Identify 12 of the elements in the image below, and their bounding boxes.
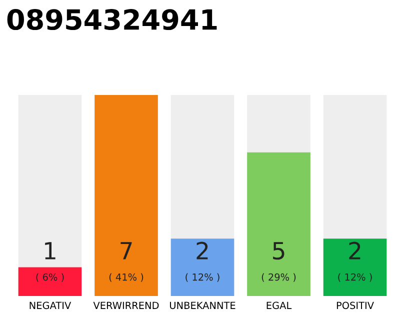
data-label: 2 ( 12% ) xyxy=(338,242,372,282)
data-label: 2 ( 12% ) xyxy=(186,242,220,282)
chart-title: 08954324941 xyxy=(7,9,217,30)
x-tick-label: NEGATIV xyxy=(30,302,72,310)
x-tick-label: VERWIRREND xyxy=(93,302,159,309)
bar xyxy=(18,267,82,296)
x-tick-label: POSITIV xyxy=(336,302,374,310)
x-tick-label: UNBEKANNTE xyxy=(170,302,236,310)
data-label: 5 ( 29% ) xyxy=(262,242,296,282)
data-label: 7 ( 41% ) xyxy=(109,242,144,282)
data-label: 1 ( 6% ) xyxy=(36,242,64,282)
x-tick-label: EGAL xyxy=(266,302,292,310)
